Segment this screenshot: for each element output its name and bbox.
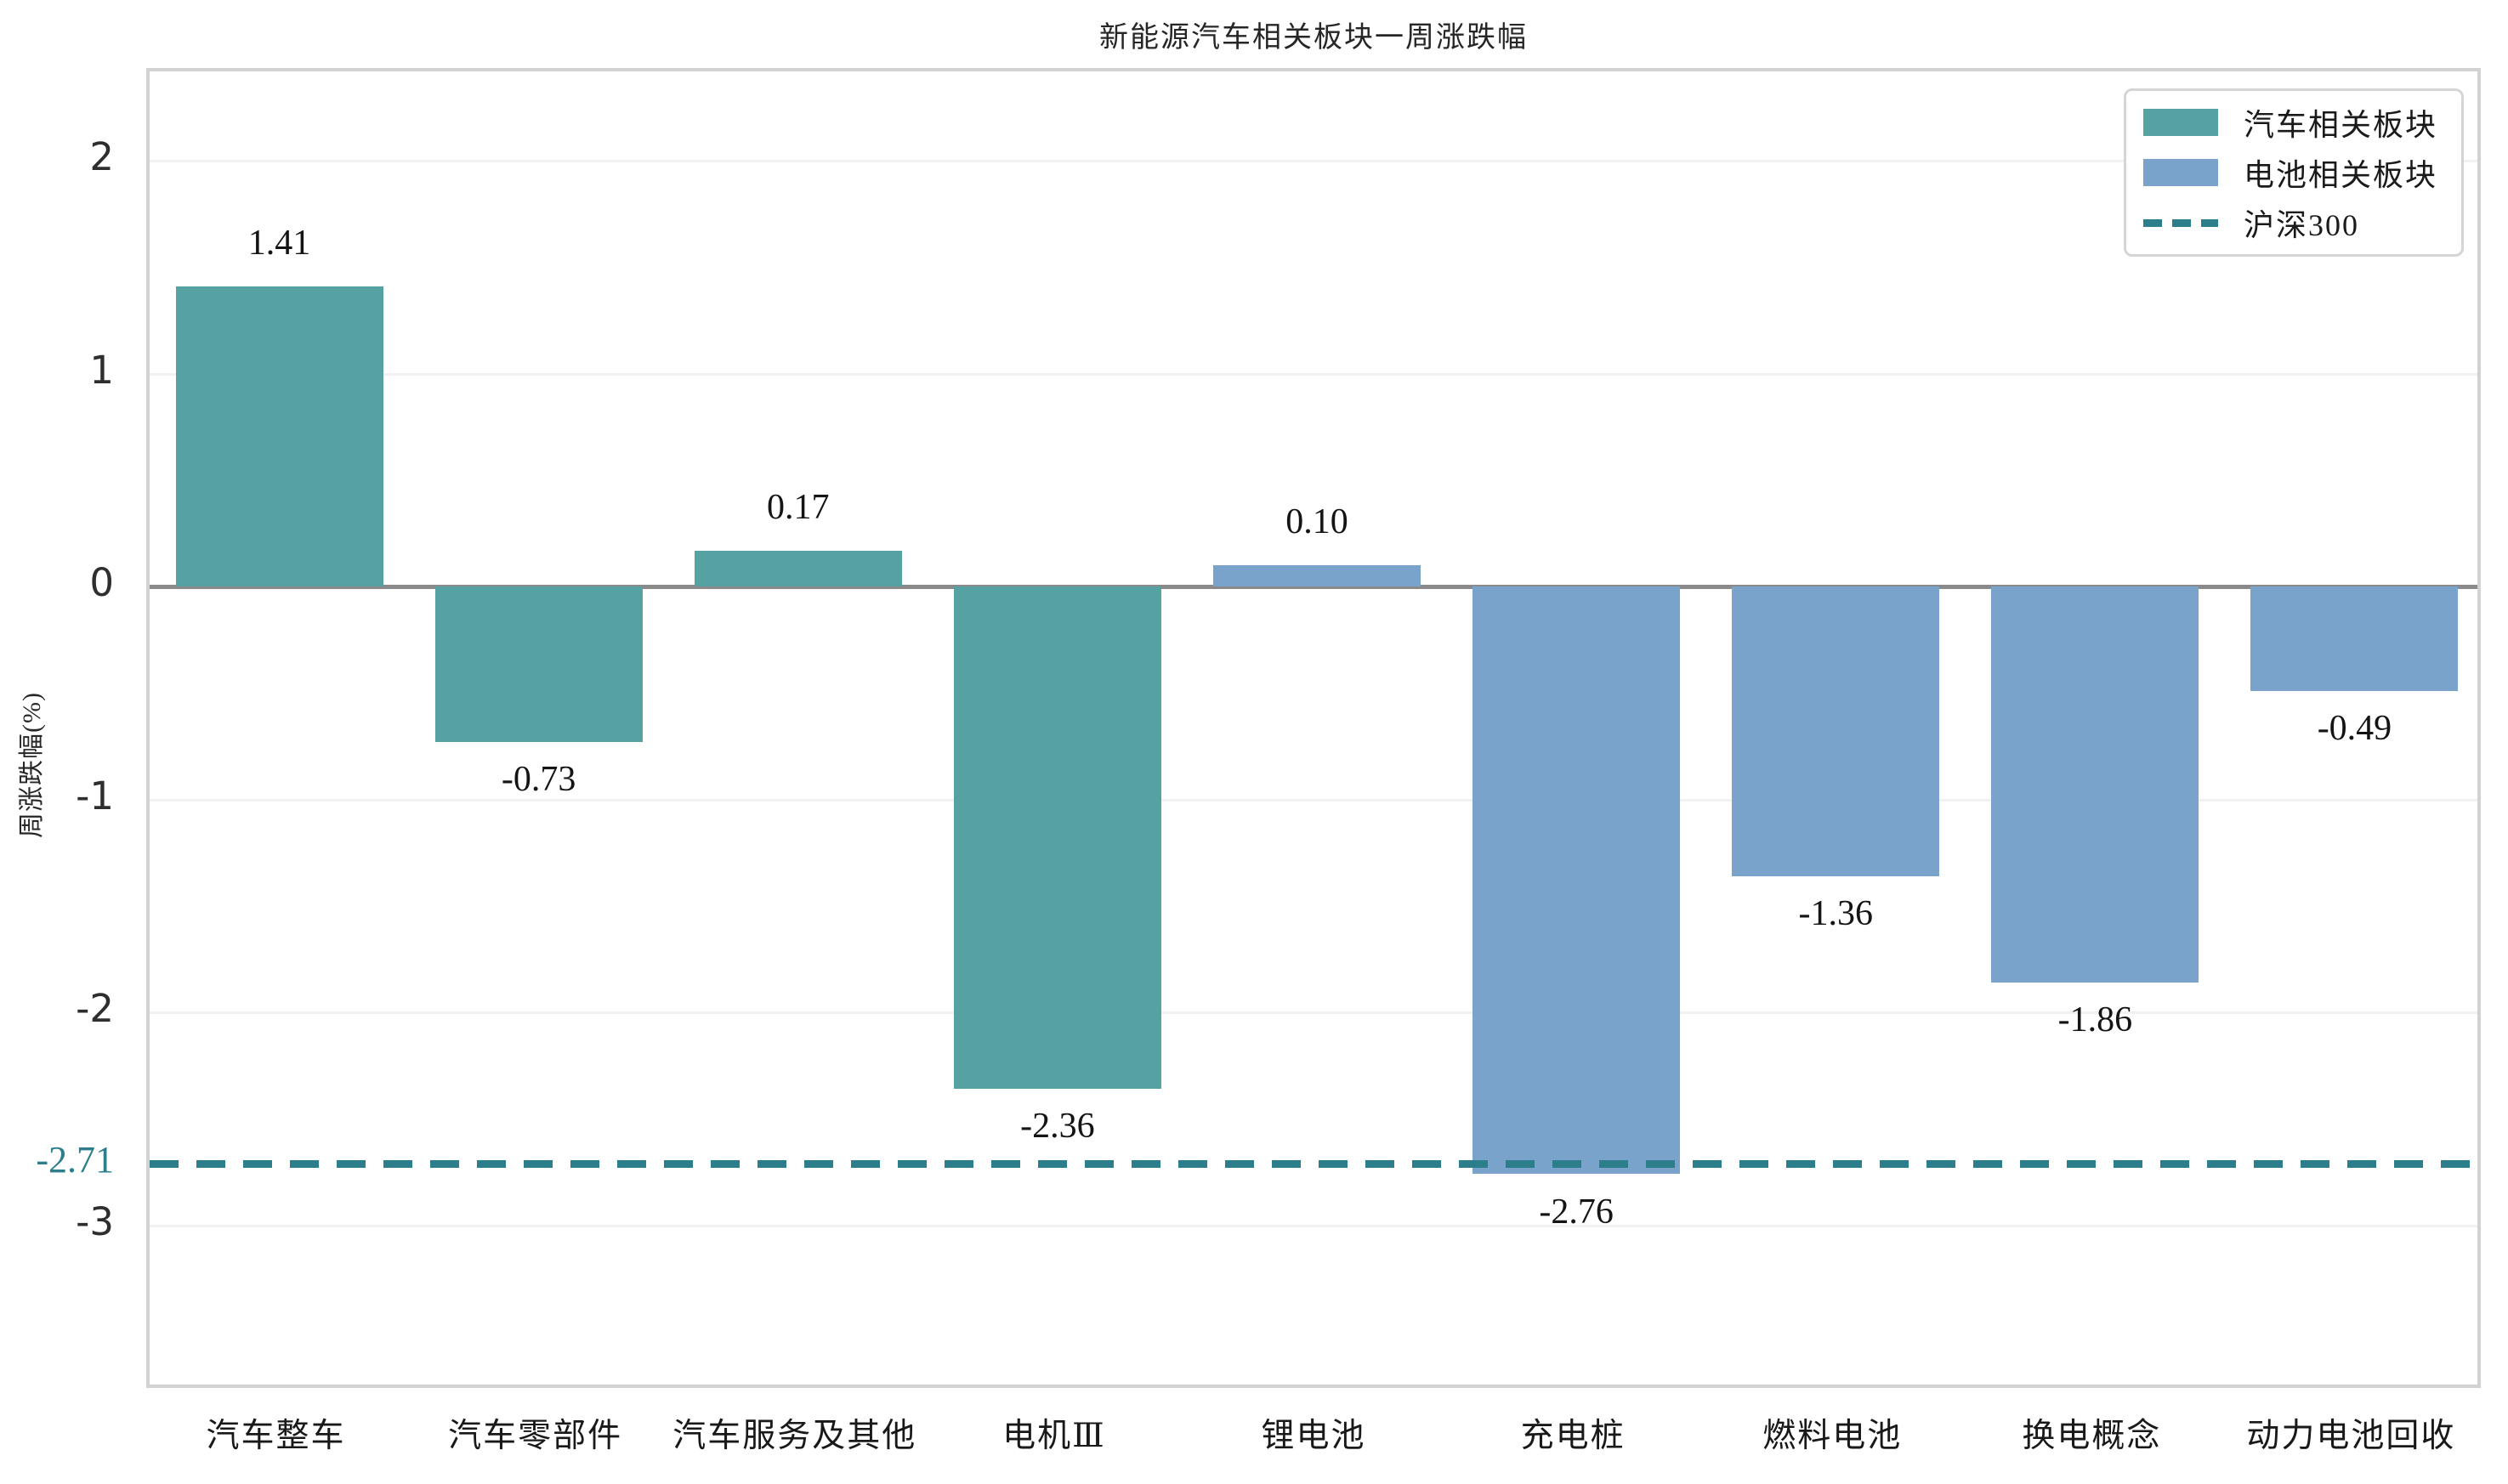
plot-area: 1.41 -0.73 0.17 -2.36 0.10 -2.76 -1.36 -1.86 -0.…: [146, 68, 2481, 1388]
gridline: [150, 372, 2477, 376]
legend-item-auto-sector: 汽车相关板块: [2143, 100, 2444, 144]
chart-title: 新能源汽车相关板块一周涨跌幅: [1099, 22, 1528, 54]
bar-value-label: -0.49: [2317, 708, 2392, 748]
bar-value-label: -2.36: [1020, 1107, 1095, 1147]
bar-value-label: 1.41: [247, 223, 311, 263]
gridline: [150, 1011, 2477, 1015]
x-tick-label: 换电概念: [2022, 1418, 2162, 1454]
x-tick-label: 充电桩: [1520, 1418, 1626, 1454]
bar-value-label: -1.36: [1798, 893, 1873, 933]
bar-value-label: -0.73: [501, 760, 576, 800]
bar-value-label: 0.17: [767, 487, 830, 527]
bar: [1472, 586, 1681, 1175]
bar: [1213, 565, 1421, 587]
ref-line-value-label: -2.71: [36, 1138, 114, 1181]
y-tick-label: -2: [76, 986, 114, 1032]
legend-item-csi300: 沪深300: [2143, 201, 2444, 245]
y-tick-label: -1: [76, 773, 114, 818]
y-tick-label: 0: [89, 560, 114, 606]
y-tick-label: 1: [89, 347, 114, 393]
gridline: [150, 1224, 2477, 1227]
gridline: [150, 160, 2477, 163]
legend-item-battery-sector: 电池相关板块: [2143, 150, 2444, 195]
legend: 汽车相关板块 电池相关板块 沪深300: [2124, 88, 2464, 257]
x-tick-label: 汽车整车: [206, 1418, 346, 1454]
bar: [1732, 586, 1940, 876]
y-tick-label: 2: [89, 134, 114, 180]
legend-label: 汽车相关板块: [2244, 108, 2438, 142]
x-tick-label: 动力电池回收: [2246, 1418, 2456, 1454]
x-tick-label: 燃料电池: [1762, 1418, 1903, 1454]
csi300-reference-line: [150, 1159, 2477, 1168]
gridline: [150, 798, 2477, 801]
bar: [434, 586, 643, 742]
bar-value-label: -1.86: [2057, 1000, 2133, 1040]
bar: [953, 586, 1161, 1090]
bar-value-label: 0.10: [1285, 502, 1348, 542]
bar-value-label: -2.76: [1539, 1192, 1614, 1232]
bar: [1991, 586, 2199, 983]
csi300-dashed-line-swatch: [2143, 218, 2218, 227]
legend-label: 沪深300: [2244, 208, 2360, 242]
legend-label: 电池相关板块: [2244, 158, 2438, 192]
bar: [175, 286, 383, 587]
x-tick-label: 汽车服务及其他: [672, 1418, 917, 1454]
bar: [2250, 586, 2459, 691]
auto-sector-swatch: [2143, 109, 2218, 136]
battery-sector-swatch: [2143, 159, 2218, 186]
y-tick-label: -3: [76, 1198, 114, 1244]
x-tick-label: 汽车零部件: [448, 1418, 623, 1454]
x-tick-label: 锂电池: [1261, 1418, 1366, 1454]
x-tick-label: 电机Ⅲ: [1002, 1418, 1106, 1454]
bar: [694, 550, 902, 587]
zero-axis-line: [150, 585, 2477, 590]
